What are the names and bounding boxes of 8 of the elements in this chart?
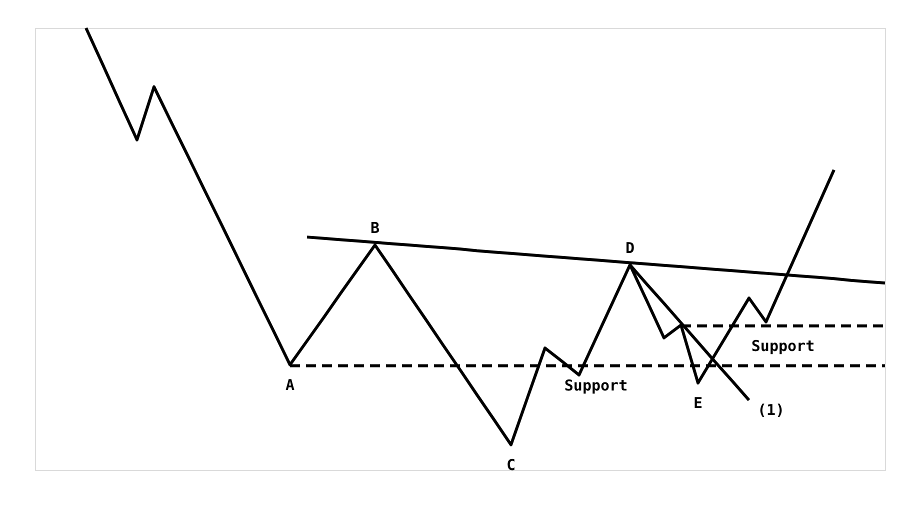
annotation: Support — [751, 336, 815, 355]
annotation: Support — [564, 376, 628, 395]
annotation: B — [370, 219, 380, 238]
annotation: C — [506, 456, 516, 474]
annotation: A — [285, 376, 295, 394]
annotation: E — [693, 394, 703, 412]
annotation: D — [625, 238, 635, 257]
annotation: (1) — [757, 401, 785, 420]
